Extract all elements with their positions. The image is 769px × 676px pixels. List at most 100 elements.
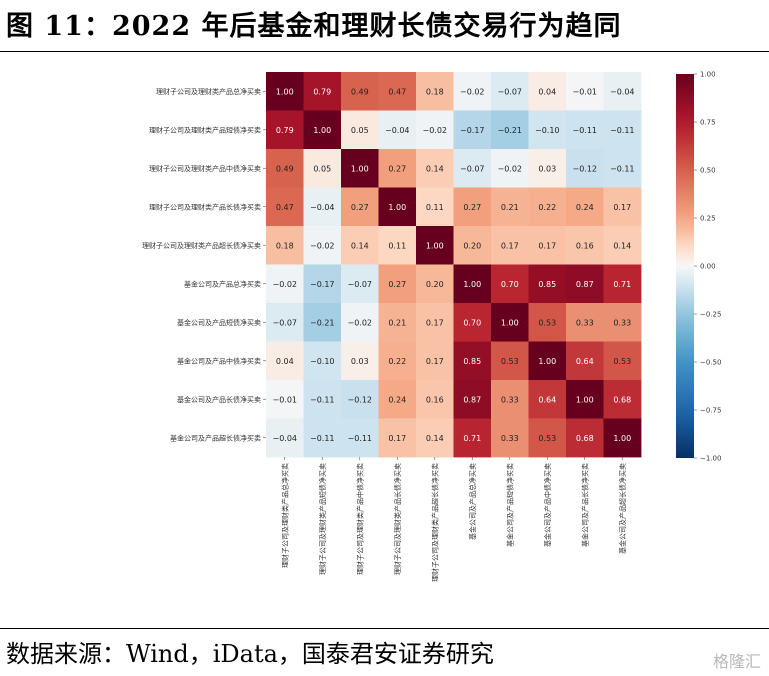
cell-value-7-6: 0.53 — [501, 357, 519, 366]
y-tick-label-3: 理财子公司及理财类产品长债净买卖 — [149, 202, 261, 211]
y-tick-label-6: 基金公司及产品短债净买卖 — [177, 318, 261, 327]
heatmap-cell-2-1 — [303, 149, 342, 188]
heatmap-cell-2-5 — [453, 149, 492, 188]
cell-value-4-2: 0.14 — [351, 241, 369, 250]
cell-value-9-7: 0.53 — [538, 434, 556, 443]
cell-value-8-7: 0.64 — [538, 395, 556, 404]
heatmap-cell-1-0 — [266, 110, 304, 150]
cell-value-7-2: 0.03 — [351, 357, 369, 366]
heatmap-cell-6-2 — [341, 303, 379, 342]
cell-value-3-2: 0.27 — [351, 203, 369, 212]
cell-value-9-4: 0.14 — [426, 434, 444, 443]
cell-value-8-3: 0.24 — [388, 395, 406, 404]
cell-value-8-4: 0.16 — [426, 395, 444, 404]
y-tick-label-2: 理财子公司及理财类产品中债净买卖 — [149, 164, 261, 173]
cell-value-5-6: 0.70 — [501, 280, 519, 289]
cell-value-2-0: 0.49 — [276, 164, 294, 173]
cell-value-8-0: −0.01 — [272, 395, 297, 404]
cell-value-0-8: −0.01 — [572, 87, 597, 96]
cell-value-1-3: −0.04 — [385, 126, 410, 135]
cell-value-8-2: −0.12 — [347, 395, 372, 404]
heatmap-cell-0-0 — [266, 72, 304, 111]
heatmap-cell-9-1 — [303, 418, 342, 458]
cell-value-5-9: 0.71 — [613, 280, 631, 289]
heatmap-cell-1-9 — [603, 110, 642, 150]
cell-value-7-7: 1.00 — [538, 357, 556, 366]
heatmap-cell-9-9 — [603, 418, 642, 458]
heatmap-cell-4-8 — [566, 226, 604, 265]
heatmap-cell-9-5 — [453, 418, 492, 458]
heatmap-cell-1-2 — [341, 110, 379, 150]
watermark-logo: 格隆汇 — [712, 652, 761, 671]
heatmap-cell-0-9 — [603, 72, 642, 111]
heatmap-cell-0-4 — [416, 72, 454, 111]
cell-value-9-0: −0.04 — [272, 434, 297, 443]
heatmap-cell-7-0 — [266, 341, 304, 381]
cell-value-6-6: 1.00 — [501, 318, 519, 327]
heatmap-cell-9-4 — [416, 418, 454, 458]
cell-value-5-8: 0.87 — [576, 280, 594, 289]
cell-value-7-8: 0.64 — [576, 357, 594, 366]
heatmap-cell-2-7 — [528, 149, 567, 188]
x-tick-label-2: 理财子公司及理财类产品中债净买卖 — [355, 463, 364, 575]
heatmap-cell-7-1 — [303, 341, 342, 381]
data-source: 数据来源：Wind，iData，国泰君安证券研究 — [6, 640, 494, 668]
cell-value-4-4: 1.00 — [426, 241, 444, 250]
x-tick-label-8: 基金公司及产品长债净买卖 — [580, 463, 589, 547]
colorbar-tick-label-4: 0.00 — [700, 263, 716, 271]
cell-value-5-2: −0.07 — [347, 280, 372, 289]
cell-value-6-3: 0.21 — [388, 318, 406, 327]
colorbar-tick-label-8: −1.00 — [700, 455, 721, 463]
heatmap-cell-6-9 — [603, 303, 642, 342]
cell-value-5-3: 0.27 — [388, 280, 406, 289]
heatmap-cell-5-9 — [603, 264, 642, 304]
heatmap-cell-3-4 — [416, 187, 454, 227]
heatmap-cell-0-8 — [566, 72, 604, 111]
y-tick-label-4: 理财子公司及理财类产品超长债净买卖 — [142, 241, 261, 250]
cell-value-4-3: 0.11 — [388, 241, 406, 250]
heatmap-cell-8-2 — [341, 380, 379, 419]
cell-value-9-8: 0.68 — [576, 434, 594, 443]
cell-value-0-2: 0.49 — [351, 87, 369, 96]
cell-value-8-6: 0.33 — [501, 395, 519, 404]
cell-value-0-0: 1.00 — [276, 87, 294, 96]
heatmap-cell-7-6 — [491, 341, 529, 381]
heatmap-cell-8-4 — [416, 380, 454, 419]
heatmap-cell-4-6 — [491, 226, 529, 265]
colorbar-tick-label-3: 0.25 — [700, 215, 716, 223]
heatmap-cell-5-6 — [491, 264, 529, 304]
x-tick-label-0: 理财子公司及理财类产品总净买卖 — [280, 463, 289, 568]
cell-value-3-0: 0.47 — [276, 203, 294, 212]
cell-value-1-7: −0.10 — [535, 126, 560, 135]
cell-value-6-1: −0.21 — [310, 318, 335, 327]
cell-value-6-8: 0.33 — [576, 318, 594, 327]
heatmap-cell-3-7 — [528, 187, 567, 227]
x-tick-label-9: 基金公司及产品超长债净买卖 — [618, 463, 627, 554]
heatmap-cell-3-0 — [266, 187, 304, 227]
heatmap-cell-0-7 — [528, 72, 567, 111]
x-tick-label-7: 基金公司及产品中债净买卖 — [543, 463, 552, 547]
heatmap-cell-3-8 — [566, 187, 604, 227]
cell-value-3-1: −0.04 — [310, 203, 335, 212]
y-tick-label-7: 基金公司及产品中债净买卖 — [177, 356, 261, 365]
heatmap-cell-2-2 — [341, 149, 379, 188]
heatmap-cell-5-4 — [416, 264, 454, 304]
x-tick-label-5: 基金公司及产品总净买卖 — [468, 463, 477, 540]
cell-value-4-6: 0.17 — [501, 241, 519, 250]
heatmap-cell-8-0 — [266, 380, 304, 419]
heatmap-cell-5-1 — [303, 264, 342, 304]
cell-value-4-0: 0.18 — [276, 241, 294, 250]
cell-value-6-0: −0.07 — [272, 318, 297, 327]
heatmap-cell-9-7 — [528, 418, 567, 458]
cell-value-7-0: 0.04 — [276, 357, 294, 366]
y-tick-label-0: 理财子公司及理财类产品总净买卖 — [156, 87, 261, 96]
heatmap-cell-0-2 — [341, 72, 379, 111]
cell-value-2-5: −0.07 — [460, 164, 485, 173]
cell-value-3-6: 0.21 — [501, 203, 519, 212]
heatmap-cell-7-3 — [378, 341, 417, 381]
colorbar-tick-label-0: 1.00 — [700, 71, 716, 79]
heatmap-cell-9-6 — [491, 418, 529, 458]
heatmap-cell-5-8 — [566, 264, 604, 304]
cell-value-2-7: 0.03 — [538, 164, 556, 173]
cell-value-0-9: −0.04 — [610, 87, 635, 96]
